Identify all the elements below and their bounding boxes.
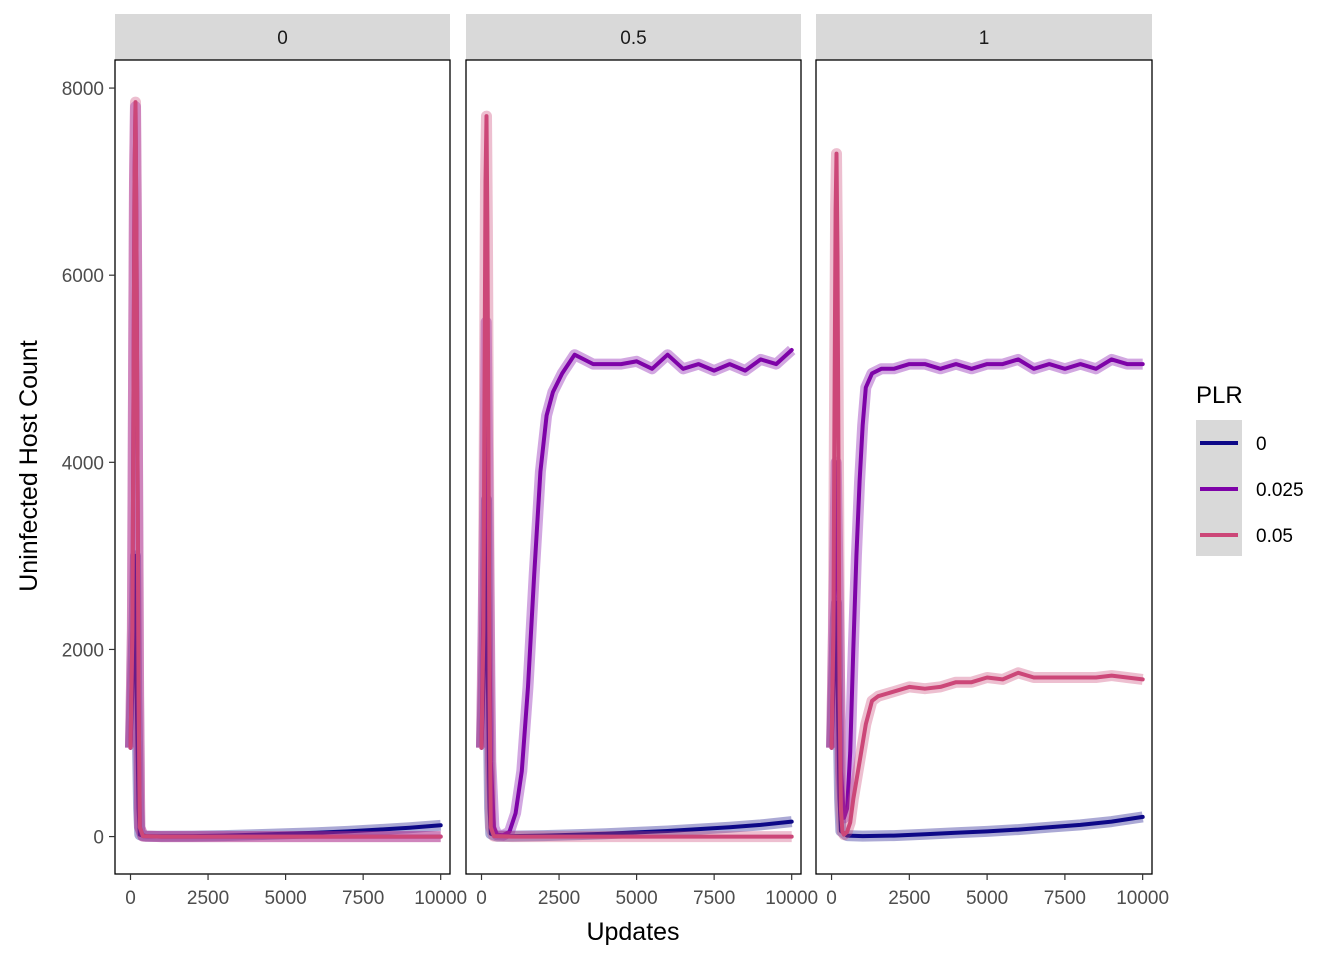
legend-title: PLR bbox=[1196, 382, 1243, 409]
x-tick-label: 0 bbox=[826, 888, 837, 909]
y-tick-label: 0 bbox=[93, 828, 104, 849]
facet-panel-0: 0 0 2500 5000 7500 10000 0 2000 4000 6000 8000 bbox=[62, 14, 467, 909]
y-tick-label: 8000 bbox=[62, 79, 104, 100]
x-tick-label: 0 bbox=[476, 888, 487, 909]
facet-strip-label: 0 bbox=[277, 28, 288, 49]
facet-panels: 00 2500 5000 7500 10000020004000600080000.50… bbox=[62, 14, 1169, 909]
x-tick-label: 5000 bbox=[615, 888, 657, 909]
legend-label-1: 0.025 bbox=[1256, 480, 1304, 501]
series-band-0-0 bbox=[125, 550, 442, 842]
x-tick-label: 7500 bbox=[342, 888, 384, 909]
x-tick-label: 0 bbox=[125, 888, 136, 909]
x-tick-label: 10000 bbox=[765, 888, 818, 909]
y-tick-label: 6000 bbox=[62, 266, 104, 287]
series-line-2-2 bbox=[829, 151, 1145, 837]
x-tick-label: 10000 bbox=[414, 888, 467, 909]
x-tick-label: 5000 bbox=[264, 888, 306, 909]
series-band-2-2 bbox=[826, 148, 1144, 841]
series-band-0-1 bbox=[125, 101, 441, 843]
x-tick-label: 10000 bbox=[1116, 888, 1169, 909]
facet-strip bbox=[816, 14, 1152, 60]
x-tick-label: 2500 bbox=[187, 888, 229, 909]
series-band-2-0 bbox=[826, 597, 1144, 842]
legend-label-0: 0 bbox=[1256, 434, 1267, 455]
x-tick-label: 7500 bbox=[1044, 888, 1086, 909]
y-tick-label: 2000 bbox=[62, 640, 104, 661]
series-line-2-1 bbox=[829, 357, 1145, 820]
series-band-1-1 bbox=[476, 316, 796, 841]
series-line-0-2 bbox=[128, 100, 443, 839]
y-tick-label: 4000 bbox=[62, 453, 104, 474]
facet-strip bbox=[466, 14, 801, 60]
legend: PLR 0 0.025 0.05 bbox=[1196, 382, 1304, 556]
facet-panel-1: 0.5 0 2500 5000 7500 10000 bbox=[465, 14, 818, 909]
panel-border bbox=[114, 59, 451, 875]
panel-border bbox=[465, 59, 802, 875]
x-tick-label: 7500 bbox=[693, 888, 735, 909]
facet-panel-2: 1 0 2500 5000 7500 10000 bbox=[815, 14, 1169, 909]
facet-strip bbox=[115, 14, 450, 60]
facet-strip-label: 1 bbox=[979, 28, 990, 49]
x-tick-label: 2500 bbox=[888, 888, 930, 909]
facet-strip-label: 0.5 bbox=[620, 28, 646, 49]
series-line-0-1 bbox=[128, 104, 443, 839]
x-tick-label: 2500 bbox=[538, 888, 580, 909]
x-tick-label: 5000 bbox=[966, 888, 1008, 909]
panel-border bbox=[815, 59, 1153, 875]
x-axis-title: Updates bbox=[586, 918, 679, 946]
series-line-2-0 bbox=[829, 600, 1145, 839]
series-line-0-0 bbox=[128, 553, 443, 839]
series-band-0-2 bbox=[125, 96, 441, 843]
series-band-2-1 bbox=[826, 353, 1143, 824]
legend-label-2: 0.05 bbox=[1256, 526, 1293, 547]
series-line-1-2 bbox=[479, 114, 794, 839]
y-axis-title: Uninfected Host Count bbox=[15, 340, 43, 592]
series-line-1-1 bbox=[479, 320, 794, 838]
